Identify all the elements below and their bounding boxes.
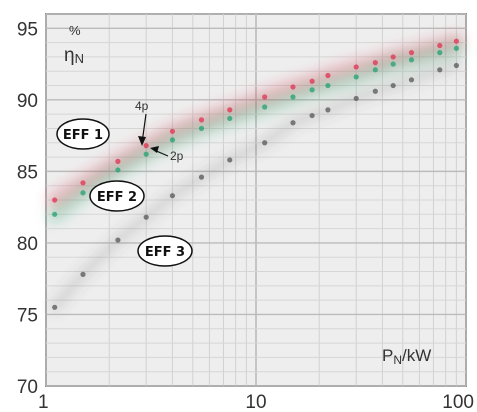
data-point (115, 167, 121, 173)
eff1-label-ellipse (56, 118, 110, 150)
data-point (143, 151, 149, 157)
data-point (227, 107, 233, 113)
data-point (143, 214, 149, 220)
data-point (325, 82, 331, 89)
data-point (390, 82, 396, 89)
y-tick-label: 75 (17, 305, 38, 326)
data-point (437, 50, 443, 56)
y-tick-label: 85 (17, 162, 38, 183)
data-point (227, 157, 233, 163)
y-tick-label: 90 (17, 91, 38, 112)
data-point (353, 95, 359, 102)
data-point (80, 180, 86, 186)
data-point (390, 61, 396, 67)
data-point (453, 38, 459, 44)
y-axis-label-main: η (64, 45, 75, 66)
data-point (408, 77, 415, 83)
data-point (262, 140, 268, 146)
data-point (227, 115, 233, 122)
x-axis-label-sub: N (393, 353, 402, 367)
data-point (262, 94, 268, 100)
pole-4-label: 4p (135, 99, 149, 113)
pole-2-label: 2p (170, 149, 184, 163)
data-point (52, 304, 58, 310)
y-tick-labels: 70 75 80 85 90 95 (17, 19, 38, 398)
data-point (453, 45, 459, 51)
data-point (353, 64, 359, 70)
data-point (198, 125, 205, 132)
data-point (52, 211, 58, 217)
x-tick-label: 100 (442, 392, 474, 412)
data-point (372, 88, 378, 94)
data-point (52, 197, 58, 203)
data-point (325, 72, 331, 79)
data-point (262, 104, 268, 110)
data-point (372, 60, 378, 66)
data-point (169, 128, 176, 134)
data-point (80, 271, 86, 277)
data-point (198, 117, 205, 123)
x-axis-label-main: P (382, 346, 393, 365)
data-point (408, 50, 415, 56)
x-tick-label: 1 (38, 392, 49, 412)
eff3-label: EFF 3 (145, 245, 185, 260)
data-point (115, 158, 121, 164)
data-point (80, 190, 86, 196)
data-point (353, 74, 359, 80)
x-tick-labels: 1 10 100 (38, 392, 474, 412)
eff3-label-ellipse (137, 235, 193, 267)
data-point (309, 112, 315, 119)
y-axis-label-sub: N (75, 51, 84, 66)
data-point (290, 120, 296, 126)
data-point (169, 137, 176, 143)
data-point (309, 78, 315, 84)
eff2-label: EFF 2 (97, 190, 137, 205)
grid (45, 13, 467, 387)
pole-2-arrowhead (150, 146, 159, 153)
y-tick-label: 70 (17, 377, 38, 398)
data-point (309, 87, 315, 93)
x-tick-label: 10 (245, 392, 266, 412)
data-point (198, 174, 205, 180)
x-axis-label-unit: /kW (402, 346, 431, 365)
data-point (115, 237, 121, 243)
eff1-label: EFF 1 (63, 128, 103, 143)
data-point (290, 84, 296, 90)
pole-4-arrowhead (138, 136, 146, 146)
y-unit-label: % (69, 23, 81, 38)
data-point (290, 94, 296, 100)
y-tick-label: 80 (17, 234, 38, 255)
y-tick-label: 95 (17, 19, 38, 40)
data-point (325, 107, 331, 113)
y-axis-label: ηN (64, 45, 84, 66)
series-points (52, 38, 459, 310)
data-point (437, 42, 443, 49)
x-axis-label: PN/kW (382, 346, 431, 367)
data-point (169, 193, 176, 199)
data-point (390, 54, 396, 60)
data-point (372, 67, 378, 73)
data-point (437, 67, 443, 73)
eff2-label-ellipse (89, 180, 145, 212)
data-point (408, 57, 415, 63)
data-point (453, 62, 459, 69)
data-point (143, 143, 149, 149)
